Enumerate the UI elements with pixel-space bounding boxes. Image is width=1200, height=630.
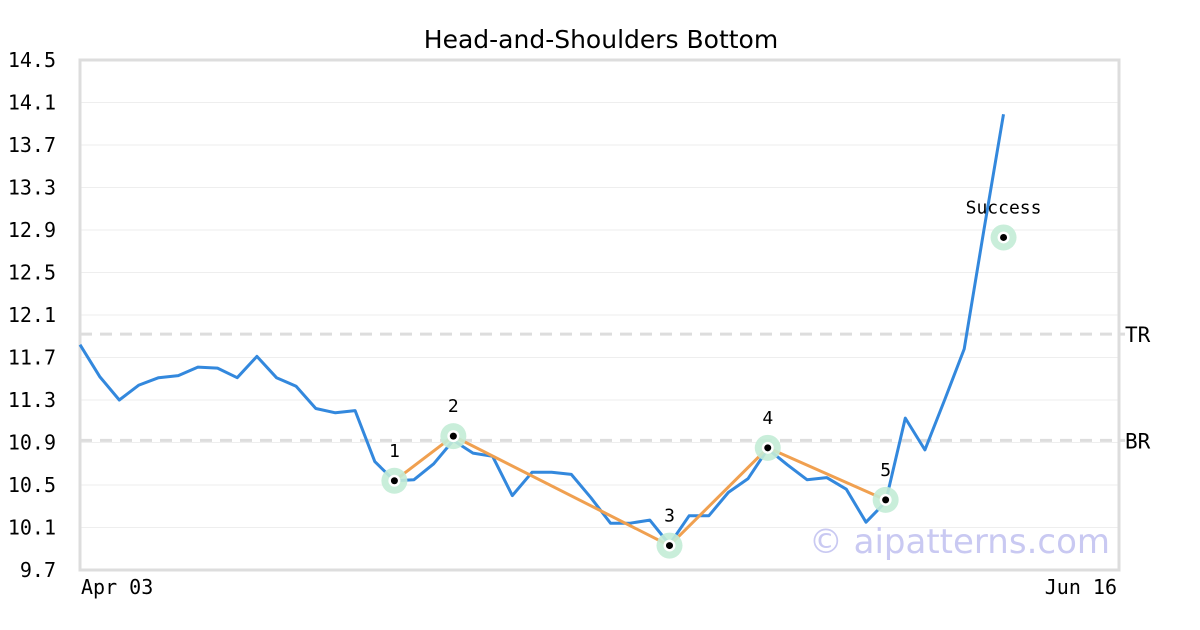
pattern-point (764, 444, 772, 452)
pattern-point (1000, 233, 1008, 241)
chart-title: Head-and-Shoulders Bottom (424, 25, 778, 54)
price-line (78, 113, 1005, 546)
pattern-point-label: 5 (880, 460, 891, 481)
level-label-br: BR (1125, 429, 1151, 453)
level-label-tr: TR (1125, 323, 1151, 347)
x-axis-ticks: Apr 03 Jun 16 (81, 575, 1117, 599)
level-lines: TR BR (80, 323, 1151, 453)
series (78, 113, 1005, 548)
y-tick-label: 14.5 (8, 48, 56, 72)
y-tick-label: 14.1 (8, 91, 56, 115)
grid (80, 102, 1119, 528)
pattern-point-label: 3 (664, 506, 675, 527)
y-axis-ticks: 14.5 14.1 13.7 13.3 12.9 12.5 12.1 11.7 11.3 10.9… (8, 48, 56, 582)
x-tick-label: Jun 16 (1045, 575, 1117, 599)
y-tick-label: 12.1 (8, 303, 56, 327)
pattern-markers: 1 2 3 4 5 Success (381, 197, 1042, 559)
y-tick-label: 10.9 (8, 431, 56, 455)
pattern-point-label: Success (966, 197, 1042, 218)
plot-frame (78, 58, 1121, 572)
y-tick-label: 12.5 (8, 261, 56, 285)
pattern-point-label: 4 (762, 408, 773, 429)
watermark: © aipatterns.com (809, 522, 1110, 562)
y-tick-label: 11.7 (8, 346, 56, 370)
pattern-point-label: 2 (448, 396, 459, 417)
y-tick-label: 11.3 (8, 388, 56, 412)
y-tick-label: 12.9 (8, 218, 56, 242)
pattern-point (449, 432, 457, 440)
y-tick-label: 13.3 (8, 176, 56, 200)
y-tick-label: 9.7 (20, 558, 56, 582)
pattern-point (390, 477, 398, 485)
pattern-point (666, 542, 673, 550)
pattern-point-label: 1 (389, 441, 400, 462)
y-tick-label: 10.1 (8, 516, 56, 540)
pattern-point (882, 496, 890, 504)
y-tick-label: 10.5 (8, 473, 56, 497)
y-tick-label: 13.7 (8, 133, 56, 157)
x-tick-label: Apr 03 (81, 575, 153, 599)
